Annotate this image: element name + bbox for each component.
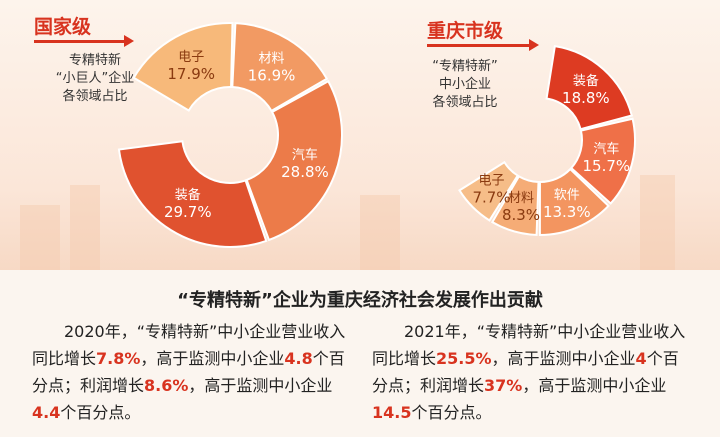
donut-slice-电子: [458, 160, 520, 222]
headline: “专精特新”企业为重庆经济社会发展作出贡献: [177, 290, 543, 311]
tag-underline: [427, 44, 529, 47]
building-silhouette: [640, 175, 675, 270]
text-segment: 2021年，“专精特新”中小企业营业收入同比增长: [372, 322, 686, 368]
caption-line: “专精特新”: [432, 59, 498, 74]
slice-category-label: 软件: [554, 188, 580, 203]
text-segment: 个百分点。: [411, 403, 492, 422]
slice-value-label: 15.7%: [582, 157, 630, 175]
donut-slice-材料: [490, 174, 540, 236]
slice-category-label: 电子: [178, 50, 204, 65]
chongqing-tag-label: 重庆市级: [427, 20, 504, 42]
text-segment: ，高于监测中小企业: [491, 349, 636, 368]
text-segment: 个百分点；利润增长: [372, 349, 679, 395]
donut-slice-装备: [545, 45, 634, 131]
caption-line: 中小企业: [438, 77, 491, 92]
text-segment: ，高于监测中小企业: [522, 376, 667, 395]
chongqing-tag: 重庆市级: [427, 16, 539, 51]
highlight-value: 7.8%: [96, 349, 141, 368]
donut-slice-汽车: [569, 117, 636, 205]
slice-category-label: 材料: [508, 191, 534, 206]
arrow-right-icon: [124, 35, 134, 47]
slice-value-label: 8.3%: [502, 206, 540, 224]
slice-category-label: 装备: [573, 73, 599, 89]
paragraph-2021: 2021年，“专精特新”中小企业营业收入同比增长25.5%，高于监测中小企业4个…: [372, 318, 692, 426]
text-segment: 个百分点。: [60, 403, 141, 422]
highlight-value: 14.5: [372, 403, 412, 422]
slice-value-label: 18.8%: [562, 89, 610, 107]
highlight-value: 4.4: [32, 403, 61, 422]
donut-slice-汽车: [245, 79, 343, 242]
highlight-value: 37%: [484, 376, 523, 395]
paragraph-2020: 2020年，“专精特新”中小企业营业收入同比增长7.8%，高于监测中小企业4.8…: [32, 318, 352, 426]
donut-slice-材料: [231, 22, 329, 113]
national-tag-label: 国家级: [34, 16, 92, 38]
donut-slice-软件: [538, 167, 610, 237]
tag-underline: [34, 40, 124, 43]
slice-category-label: 汽车: [593, 141, 619, 157]
slice-value-label: 28.8%: [281, 163, 329, 181]
caption-line: 各领域占比: [432, 95, 498, 110]
donut-slice-电子: [132, 22, 234, 112]
building-silhouette: [70, 185, 100, 270]
text-segment: ，高于监测中小企业: [188, 376, 333, 395]
caption-line: 各领域占比: [62, 89, 128, 104]
highlight-value: 4: [635, 349, 647, 368]
text-segment: ，高于监测中小企业: [140, 349, 285, 368]
building-silhouette: [20, 205, 60, 270]
slice-category-label: 汽车: [292, 147, 318, 163]
chongqing-caption: “专精特新” 中小企业 各领域占比: [400, 58, 530, 112]
highlight-value: 25.5%: [436, 349, 492, 368]
slice-category-label: 材料: [259, 52, 285, 67]
text-segment: 2020年，“专精特新”中小企业营业收入同比增长: [32, 322, 346, 368]
caption-line: “小巨人”企业: [55, 71, 135, 86]
slice-value-label: 13.3%: [543, 203, 591, 221]
slice-value-label: 29.7%: [164, 203, 212, 221]
caption-line: 专精特新: [68, 53, 121, 68]
slice-value-label: 7.7%: [472, 188, 510, 206]
bottom-panel: [0, 270, 720, 437]
slice-category-label: 电子: [479, 173, 505, 188]
national-caption: 专精特新 “小巨人”企业 各领域占比: [30, 52, 160, 106]
slice-value-label: 17.9%: [167, 65, 215, 83]
building-silhouette: [360, 195, 400, 270]
highlight-value: 4.8: [284, 349, 313, 368]
slice-category-label: 装备: [175, 187, 201, 203]
text-segment: 个百分点；利润增长: [32, 349, 345, 395]
highlight-value: 8.6%: [144, 376, 189, 395]
arrow-right-icon: [529, 39, 539, 51]
slice-value-label: 16.9%: [248, 67, 296, 85]
donut-slice-装备: [117, 140, 268, 248]
national-tag: 国家级: [34, 12, 134, 47]
